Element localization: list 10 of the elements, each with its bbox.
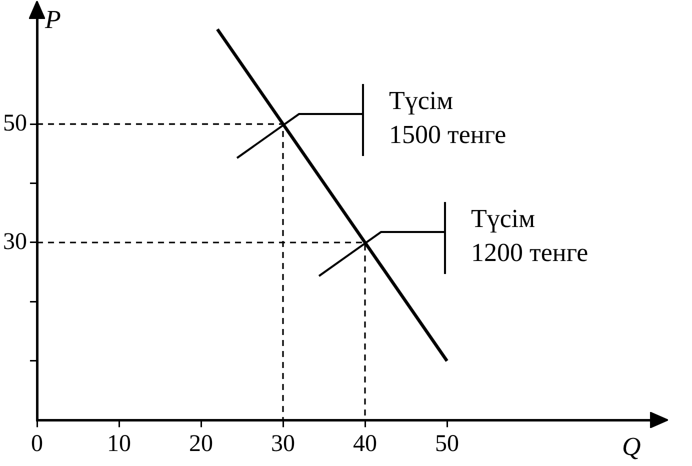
- x-tick-label: 50: [435, 430, 459, 457]
- x-axis-title: Q: [622, 431, 641, 464]
- y-axis-title: P: [45, 4, 61, 36]
- annotation: Түсім 1500 тенге: [389, 85, 506, 152]
- x-tick-label: 10: [107, 430, 131, 457]
- annotation: Түсім 1200 тенге: [471, 203, 588, 270]
- x-tick-label: 0: [31, 430, 43, 457]
- x-tick-label: 20: [189, 430, 213, 457]
- x-tick-label: 30: [271, 430, 295, 457]
- x-tick-label: 40: [353, 430, 377, 457]
